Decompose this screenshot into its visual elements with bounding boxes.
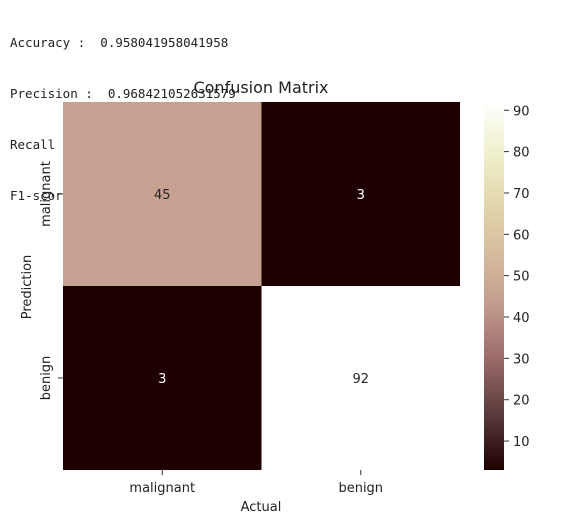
cell-value-label: 92 (352, 372, 369, 387)
x-axis-label: Actual (241, 500, 282, 515)
heatmap-cell (63, 286, 262, 470)
y-tick-label: malignant (39, 161, 54, 227)
colorbar-tick-label: 70 (513, 187, 530, 202)
cell-value-label: 45 (154, 188, 171, 203)
colorbar-tick-label: 10 (513, 435, 530, 450)
heatmap-cell (261, 286, 460, 470)
cell-value-label: 3 (158, 372, 166, 387)
x-tick-label: malignant (129, 481, 195, 496)
colorbar-tick-label: 30 (513, 352, 530, 367)
x-tick-label: benign (338, 481, 383, 496)
precision-line: Precision : 0.968421052631579 (10, 86, 236, 101)
y-tick-label: benign (39, 356, 54, 401)
colorbar-tick-label: 20 (513, 394, 530, 409)
colorbar-tick-label: 90 (513, 104, 530, 119)
colorbar-tick-label: 60 (513, 228, 530, 243)
cell-value-label: 3 (357, 188, 365, 203)
heatmap-cell (63, 102, 262, 286)
colorbar-tick-label: 40 (513, 311, 530, 326)
heatmap-cell (261, 102, 460, 286)
chart-title: Confusion Matrix (193, 78, 328, 97)
y-axis-label: Prediction (20, 255, 35, 320)
colorbar-tick-label: 80 (513, 146, 530, 161)
colorbar-tick-label: 50 (513, 270, 530, 285)
colorbar (484, 102, 504, 470)
accuracy-line: Accuracy : 0.958041958041958 (10, 35, 229, 50)
